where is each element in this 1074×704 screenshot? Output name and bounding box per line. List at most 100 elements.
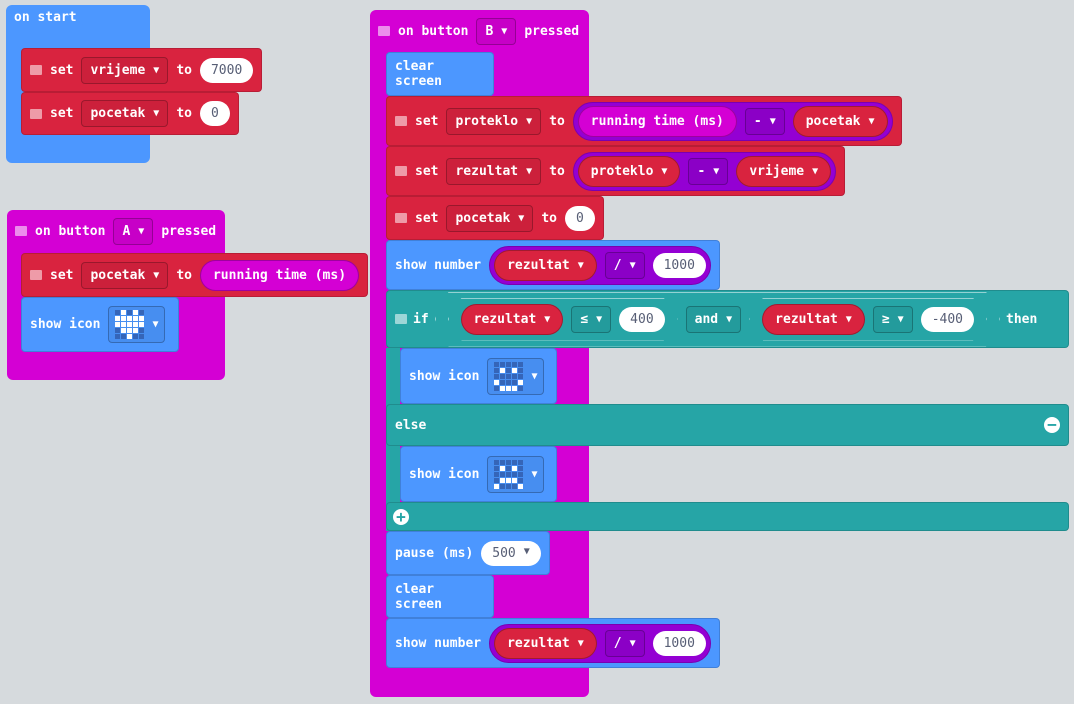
icon-dropdown[interactable]: ▼: [487, 357, 545, 395]
clear-screen-block[interactable]: clear screen: [386, 575, 494, 618]
led-pixel: [506, 471, 512, 477]
comment-icon: [15, 226, 27, 236]
less-equal-comparison[interactable]: rezultat ▼ ≤ ▼ 400: [448, 298, 678, 341]
set-pocetak-block[interactable]: set pocetak ▼ to 0: [21, 92, 239, 135]
caret-icon: ▼: [897, 313, 904, 325]
and-condition[interactable]: rezultat ▼ ≤ ▼ 400 and ▼ rezultat ▼ ≥ ▼ -400: [435, 292, 1000, 347]
variable-dropdown[interactable]: proteklo ▼: [446, 107, 542, 135]
button-dropdown[interactable]: A ▼: [113, 217, 154, 245]
value-input[interactable]: 7000: [199, 57, 254, 83]
operator-dropdown[interactable]: ≤ ▼: [571, 306, 611, 333]
value-input[interactable]: 1000: [652, 630, 706, 656]
variable-name: pocetak: [805, 113, 861, 129]
comment-icon: [395, 116, 407, 126]
variable-dropdown[interactable]: pocetak ▼: [446, 204, 534, 232]
led-pixel: [500, 465, 506, 471]
show-number-block[interactable]: show number rezultat ▼ / ▼ 1000: [386, 240, 720, 290]
running-time-reporter[interactable]: running time (ms): [199, 259, 360, 291]
comment-icon: [395, 314, 407, 324]
variable-reporter[interactable]: rezultat ▼: [494, 627, 597, 659]
value-input[interactable]: 0: [564, 205, 595, 231]
led-pixel: [518, 483, 524, 489]
led-pixel: [494, 471, 500, 477]
show-icon-block[interactable]: show icon ▼: [400, 348, 557, 404]
variable-dropdown[interactable]: pocetak ▼: [81, 100, 169, 127]
show-icon-block[interactable]: show icon ▼: [400, 446, 557, 502]
set-pocetak-block[interactable]: set pocetak ▼ to 0: [386, 196, 604, 240]
set-label: set: [415, 210, 439, 226]
led-pixel: [494, 385, 500, 391]
set-pocetak-block[interactable]: set pocetak ▼ to running time (ms): [21, 253, 369, 297]
caret-icon: ▼: [152, 319, 159, 330]
variable-reporter[interactable]: rezultat ▼: [461, 304, 564, 335]
variable-reporter[interactable]: rezultat ▼: [494, 249, 597, 281]
led-pixel: [500, 483, 506, 489]
value-input[interactable]: 0: [199, 101, 230, 126]
led-pixel: [512, 361, 518, 367]
variable-dropdown[interactable]: rezultat ▼: [446, 157, 542, 185]
led-pixel: [518, 471, 524, 477]
led-pixel: [139, 334, 145, 339]
variable-reporter[interactable]: proteklo ▼: [577, 155, 681, 187]
pause-dropdown[interactable]: 500 ▼: [481, 540, 541, 566]
led-pixel: [512, 385, 518, 391]
icon-dropdown[interactable]: ▼: [108, 306, 166, 343]
subtract-reporter[interactable]: running time (ms) - ▼ pocetak ▼: [572, 101, 893, 141]
value-input[interactable]: 400: [619, 307, 664, 332]
pause-block[interactable]: pause (ms) 500 ▼: [386, 531, 550, 575]
divide-reporter[interactable]: rezultat ▼ / ▼ 1000: [489, 245, 711, 285]
and-dropdown[interactable]: and ▼: [686, 306, 742, 333]
running-time-reporter[interactable]: running time (ms): [577, 105, 737, 137]
led-pixel: [512, 477, 518, 483]
operator-dropdown[interactable]: / ▼: [604, 629, 645, 657]
variable-name: proteklo: [590, 163, 654, 179]
divide-reporter[interactable]: rezultat ▼ / ▼ 1000: [489, 623, 711, 663]
caret-icon: ▼: [629, 259, 636, 271]
led-pixel: [512, 465, 518, 471]
led-pixel: [518, 361, 524, 367]
led-pixel: [506, 459, 512, 465]
variable-dropdown[interactable]: pocetak ▼: [81, 261, 169, 289]
led-pixel: [518, 459, 524, 465]
variable-name: rezultat: [473, 311, 537, 327]
led-pixel: [121, 316, 127, 321]
add-else-if-icon[interactable]: +: [393, 508, 409, 525]
operator-dropdown[interactable]: - ▼: [744, 107, 785, 135]
operator-dropdown[interactable]: - ▼: [688, 157, 729, 185]
variable-name: rezultat: [507, 257, 570, 273]
variable-dropdown[interactable]: vrijeme ▼: [81, 56, 169, 84]
variable-name: pocetak: [90, 267, 146, 283]
caret-icon: ▼: [812, 165, 819, 177]
if-block[interactable]: if rezultat ▼ ≤ ▼ 400 and ▼ rezultat ▼ ≥ ▼ -400 t…: [386, 290, 1069, 348]
caret-icon: ▼: [138, 225, 145, 237]
operator-dropdown[interactable]: / ▼: [604, 251, 645, 279]
set-proteklo-block[interactable]: set proteklo ▼ to running time (ms) - ▼ poce…: [386, 96, 902, 146]
led-pixel: [512, 483, 518, 489]
to-label: to: [176, 62, 192, 78]
clear-screen-label: clear screen: [395, 59, 442, 89]
set-vrijeme-block[interactable]: set vrijeme ▼ to 7000: [21, 48, 263, 92]
value-input[interactable]: -400: [921, 307, 974, 332]
variable-reporter[interactable]: pocetak ▼: [792, 105, 888, 137]
operator-dropdown[interactable]: ≥ ▼: [873, 306, 913, 333]
variable-reporter[interactable]: rezultat ▼: [762, 304, 865, 335]
show-number-block[interactable]: show number rezultat ▼ / ▼ 1000: [386, 618, 720, 668]
button-dropdown[interactable]: B ▼: [476, 17, 517, 45]
led-pixel: [518, 477, 524, 483]
remove-else-icon[interactable]: −: [1044, 417, 1060, 433]
button-name: A: [122, 223, 131, 239]
comment-icon: [395, 166, 407, 176]
caret-icon: ▼: [531, 468, 538, 480]
led-pixel: [518, 465, 524, 471]
show-icon-block[interactable]: show icon ▼: [21, 297, 179, 352]
variable-reporter[interactable]: vrijeme ▼: [736, 155, 832, 187]
caret-icon: ▼: [153, 108, 160, 119]
led-pixel: [500, 471, 506, 477]
subtract-reporter[interactable]: proteklo ▼ - ▼ vrijeme ▼: [572, 151, 837, 191]
icon-dropdown[interactable]: ▼: [487, 455, 545, 493]
set-rezultat-block[interactable]: set rezultat ▼ to proteklo ▼ - ▼ vrijeme ▼: [386, 146, 846, 196]
greater-equal-comparison[interactable]: rezultat ▼ ≥ ▼ -400: [749, 298, 987, 341]
value-input[interactable]: 1000: [652, 252, 706, 278]
to-label: to: [541, 210, 557, 226]
clear-screen-block[interactable]: clear screen: [386, 52, 494, 96]
